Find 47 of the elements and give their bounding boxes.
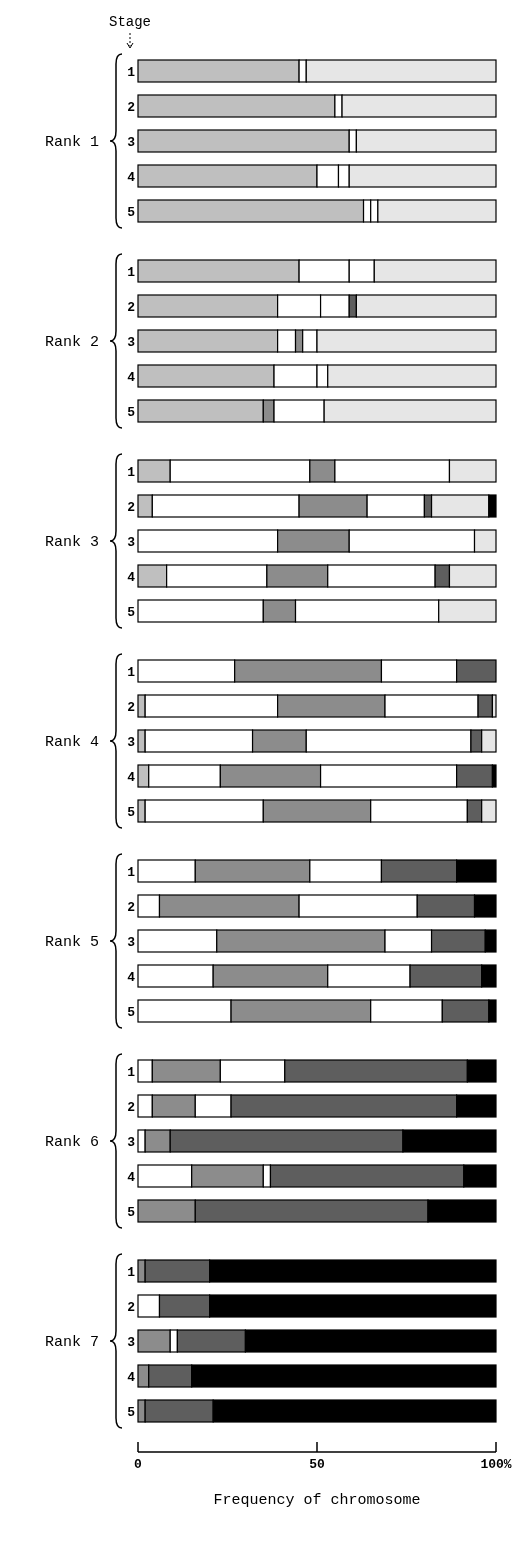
- y-tick-label: 1: [127, 1265, 136, 1280]
- y-tick-label: 3: [127, 335, 136, 350]
- y-tick-label: 5: [127, 805, 136, 820]
- y-tick-label: 3: [127, 935, 136, 950]
- y-tick-label: 4: [127, 170, 136, 185]
- y-tick-label: 2: [127, 700, 136, 715]
- y-axis-title: Rank 1: [44, 134, 100, 151]
- y-tick-label: 2: [127, 900, 136, 915]
- y-tick-label: 1: [127, 265, 136, 280]
- y-tick-label: 2: [127, 1100, 136, 1115]
- y-tick-label: 1: [127, 665, 136, 680]
- y-tick-label: 5: [127, 405, 136, 420]
- x-tick-label: 100%: [480, 1457, 512, 1472]
- y-tick-label: 3: [127, 135, 136, 150]
- y-axis-title: Rank 5: [44, 934, 100, 951]
- y-tick-label: 2: [127, 300, 136, 315]
- y-tick-label: 4: [127, 970, 136, 985]
- y-axis-title: Rank 3: [44, 534, 100, 551]
- x-tick-label: 50: [309, 1457, 325, 1472]
- y-axis-title: Rank 6: [44, 1134, 100, 1151]
- y-tick-label: 1: [127, 865, 136, 880]
- y-tick-label: 5: [127, 1405, 136, 1420]
- y-tick-label: 5: [127, 205, 136, 220]
- y-tick-label: 3: [127, 1335, 136, 1350]
- y-axis-title: Rank 7: [44, 1334, 100, 1351]
- y-tick-label: 3: [127, 535, 136, 550]
- y-tick-label: 3: [127, 735, 136, 750]
- y-tick-label: 4: [127, 1370, 136, 1385]
- x-tick-label: 0: [134, 1457, 143, 1472]
- y-tick-label: 5: [127, 605, 136, 620]
- y-tick-label: 4: [127, 370, 136, 385]
- y-tick-label: 1: [127, 65, 136, 80]
- y-tick-label: 5: [127, 1205, 136, 1220]
- y-axis-title: Rank 4: [44, 734, 100, 751]
- y-tick-label: 2: [127, 500, 136, 515]
- y-tick-label: 4: [127, 770, 136, 785]
- y-tick-label: 1: [127, 465, 136, 480]
- x-axis-title: Frequency of chromosome: [213, 1492, 421, 1509]
- y-tick-label: 4: [127, 1170, 136, 1185]
- text: Stage: [108, 14, 152, 30]
- y-tick-label: 3: [127, 1135, 136, 1150]
- y-tick-label: 2: [127, 1300, 136, 1315]
- y-axis-title: Rank 2: [44, 334, 100, 351]
- y-tick-label: 5: [127, 1005, 136, 1020]
- y-tick-label: 4: [127, 570, 136, 585]
- y-tick-label: 1: [127, 1065, 136, 1080]
- y-tick-label: 2: [127, 100, 136, 115]
